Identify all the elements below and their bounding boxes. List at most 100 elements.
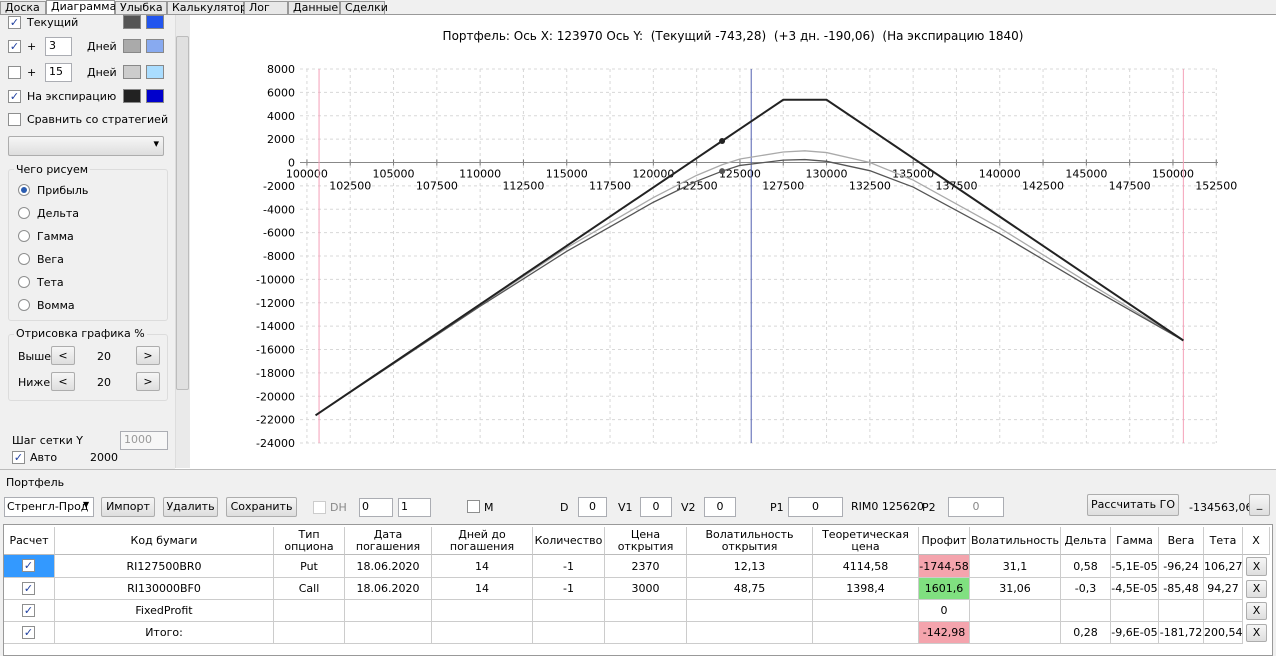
remove-button[interactable]: X <box>1246 602 1267 620</box>
radio[interactable] <box>18 253 30 265</box>
radio[interactable] <box>18 207 30 219</box>
column-header: Дней до погашения <box>432 527 533 555</box>
point-marker <box>719 168 726 175</box>
line-checkbox[interactable]: ✓ <box>8 90 21 103</box>
checkbox[interactable] <box>467 500 480 513</box>
tab[interactable]: Диаграмма <box>46 0 116 15</box>
x-tick-label: 137500 <box>935 180 977 193</box>
checkbox[interactable] <box>313 501 326 514</box>
color-swatch[interactable] <box>123 39 141 53</box>
field-input[interactable]: 0 <box>788 497 843 517</box>
x-tick-label: 140000 <box>979 168 1021 181</box>
field-label: V2 <box>681 501 696 514</box>
y-tick-label: -2000 <box>263 180 295 193</box>
table-cell <box>274 600 345 622</box>
tab[interactable]: Калькулятор <box>167 1 247 14</box>
dec-button[interactable]: < <box>51 346 75 365</box>
range-value: 20 <box>97 350 111 363</box>
row-checkbox[interactable]: ✓ <box>22 604 35 617</box>
point-marker <box>719 137 726 144</box>
p2-input[interactable]: 0 <box>948 497 1004 517</box>
toolbar-button[interactable]: Удалить <box>163 497 218 517</box>
spin-input[interactable]: 0 <box>359 498 393 517</box>
radio[interactable] <box>18 299 30 311</box>
field-label: P1 <box>770 501 784 514</box>
x-tick-label: 127500 <box>762 180 804 193</box>
column-header: Дельта <box>1061 527 1111 555</box>
toolbar-button[interactable]: Импорт <box>101 497 155 517</box>
color-swatch[interactable] <box>123 65 141 79</box>
checkbox[interactable] <box>8 113 21 126</box>
inc-button[interactable]: > <box>136 372 160 391</box>
field-input[interactable]: 0 <box>578 497 607 517</box>
x-tick-label: 107500 <box>416 180 458 193</box>
toolbar-button[interactable]: Сохранить <box>226 497 297 517</box>
tab[interactable]: Данные <box>288 1 340 14</box>
line-checkbox[interactable] <box>8 66 21 79</box>
x-tick-label: 117500 <box>589 180 631 193</box>
color-swatch[interactable] <box>146 39 164 53</box>
minimize-button[interactable]: _ <box>1249 494 1270 516</box>
y-tick-label: -10000 <box>256 273 295 286</box>
table-cell: 106,27 <box>1204 555 1243 578</box>
line-checkbox[interactable]: ✓ <box>8 16 21 29</box>
table-cell <box>1111 600 1159 622</box>
grid-step-input[interactable]: 1000 <box>120 431 168 450</box>
color-swatch[interactable] <box>123 15 141 29</box>
line-label: + <box>27 40 37 53</box>
color-swatch[interactable] <box>123 89 141 103</box>
tab[interactable]: Улыбка <box>115 1 167 14</box>
inc-button[interactable]: > <box>136 346 160 365</box>
table-cell: 0,28 <box>1061 622 1111 644</box>
tab[interactable]: Сделки <box>340 1 388 14</box>
row-checkbox[interactable]: ✓ <box>22 559 35 572</box>
days-unit: Дней <box>87 66 117 79</box>
strategy-select[interactable]: Стренгл-Прод <box>4 497 94 517</box>
remove-button[interactable]: X <box>1246 557 1267 576</box>
scroll-thumb[interactable] <box>176 36 189 390</box>
color-swatch[interactable] <box>146 15 164 29</box>
spin-input[interactable]: 1 <box>398 498 431 517</box>
days-input[interactable]: 3 <box>45 37 72 56</box>
row-checkbox[interactable]: ✓ <box>22 626 35 639</box>
table-cell: 94,27 <box>1204 578 1243 600</box>
group-title: Отрисовка графика % <box>14 327 147 340</box>
table-cell <box>970 622 1061 644</box>
x-tick-label: 125000 <box>719 168 761 181</box>
x-tick-label: 130000 <box>806 168 848 181</box>
radio[interactable] <box>18 276 30 288</box>
radio[interactable] <box>18 230 30 242</box>
row-checkbox[interactable]: ✓ <box>22 582 35 595</box>
calc-button[interactable]: Рассчитать ГО <box>1087 494 1179 516</box>
table-cell: -9,6E-05 <box>1111 622 1159 644</box>
y-tick-label: -24000 <box>256 437 295 450</box>
remove-button[interactable]: X <box>1246 580 1267 598</box>
dec-button[interactable]: < <box>51 372 75 391</box>
table-cell <box>605 600 687 622</box>
table-cell: -142,98 <box>919 622 970 644</box>
auto-label: Авто <box>30 451 58 464</box>
tab[interactable]: Доска <box>0 1 46 14</box>
table-cell: -181,72 <box>1159 622 1204 644</box>
radio[interactable] <box>18 184 30 196</box>
strategy-dropdown[interactable]: ▾ <box>8 136 164 156</box>
checkbox[interactable]: ✓ <box>12 451 25 464</box>
table-cell: -0,3 <box>1061 578 1111 600</box>
table-cell: 12,13 <box>687 555 813 578</box>
table-cell: -1744,58 <box>919 555 970 578</box>
table-cell: Put <box>274 555 345 578</box>
grid-step-label: Шаг сетки Y <box>12 434 84 447</box>
field-input[interactable]: 0 <box>640 497 672 517</box>
line-checkbox[interactable]: ✓ <box>8 40 21 53</box>
color-swatch[interactable] <box>146 89 164 103</box>
y-tick-label: -22000 <box>256 414 295 427</box>
color-swatch[interactable] <box>146 65 164 79</box>
remove-button[interactable]: X <box>1246 624 1267 642</box>
days-input[interactable]: 15 <box>45 63 72 82</box>
x-tick-label: 147500 <box>1109 180 1151 193</box>
table-cell <box>605 622 687 644</box>
tab[interactable]: Лог <box>244 1 288 14</box>
x-tick-label: 105000 <box>373 168 415 181</box>
x-tick-label: 120000 <box>632 168 674 181</box>
field-input[interactable]: 0 <box>704 497 736 517</box>
